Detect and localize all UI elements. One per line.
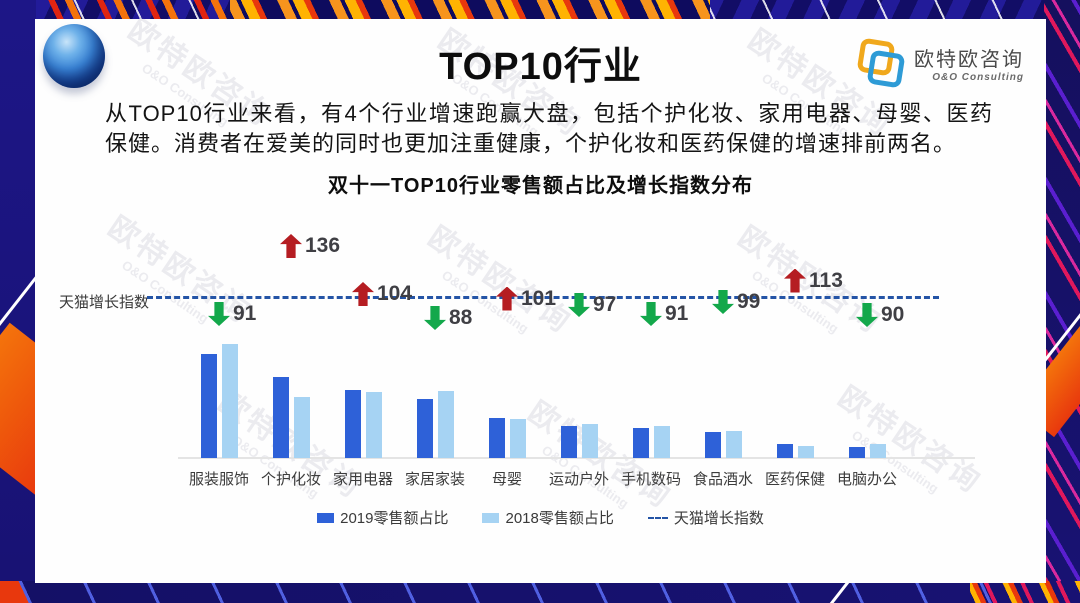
arrow-down-icon [640, 302, 662, 326]
globe-icon [43, 24, 105, 88]
growth-index-value: 90 [881, 303, 905, 326]
bar-2019-食品酒水 [705, 432, 721, 458]
growth-index-value: 91 [665, 301, 689, 325]
bar-2019-运动户外 [561, 425, 577, 458]
growth-index-value: 97 [593, 292, 617, 316]
bar-2018-母婴 [510, 419, 526, 458]
growth-index-value: 101 [521, 286, 557, 310]
category-label: 母婴 [491, 471, 522, 488]
bar-2018-医药保健 [798, 446, 814, 458]
bg-white-line [0, 255, 36, 332]
bar-2018-手机数码 [654, 425, 670, 458]
slide-card: 欧特欧咨询 O&O Consulting 欧特欧咨询 O&O Consulting … [35, 13, 1046, 583]
watermark: 欧特欧咨询 O&O Consulting [422, 220, 578, 340]
category-label: 服装服饰 [188, 471, 249, 488]
category-label: 个护化妆 [260, 471, 321, 488]
category-label: 电脑办公 [836, 471, 897, 488]
bar-2019-家居家装 [417, 399, 433, 458]
growth-index-value: 104 [377, 282, 413, 305]
logo-square-blue [866, 49, 906, 89]
overlapping-squares-logo-icon [856, 37, 906, 89]
chart-legend: 2019零售额占比 2018零售额占比 天猫增长指数 [35, 507, 1046, 528]
legend-item-2019: 2019零售额占比 [317, 507, 448, 528]
bg-stripes-top-orange [230, 0, 710, 22]
brand-text: 欧特欧咨询 O&O Consulting [914, 43, 1024, 83]
bg-white-line [819, 581, 860, 603]
bar-2019-家用电器 [345, 389, 361, 458]
growth-index-baseline-dashed-line [147, 296, 939, 299]
watermark: 欧特欧咨询 O&O Consulting [832, 380, 988, 500]
bg-orange-stripe [0, 322, 36, 498]
bar-2018-运动户外 [582, 424, 598, 458]
arrow-up-icon [784, 268, 806, 293]
bar-2018-家用电器 [366, 391, 382, 458]
arrow-down-icon [856, 303, 878, 327]
legend-swatch-2018 [482, 512, 500, 523]
brand-block: 欧特欧咨询 O&O Consulting [856, 37, 1024, 89]
growth-index-value: 88 [449, 306, 473, 329]
legend-label-index: 天猫增长指数 [673, 510, 764, 527]
category-label: 医药保健 [764, 471, 825, 488]
arrow-down-icon [712, 290, 734, 314]
bg-border-left [0, 0, 36, 603]
category-label: 食品酒水 [692, 471, 753, 488]
bar-2019-个护化妆 [273, 376, 289, 458]
legend-label-2019: 2019零售额占比 [340, 510, 449, 527]
category-label: 运动户外 [548, 471, 609, 488]
bar-2018-服装服饰 [222, 344, 238, 458]
brand-name: 欧特欧咨询 [914, 49, 1024, 71]
x-axis-line [178, 457, 975, 459]
bg-border-bottom [0, 581, 1080, 603]
bar-2018-食品酒水 [726, 430, 742, 458]
bar-2019-医药保健 [777, 443, 793, 458]
legend-swatch-2019 [317, 512, 335, 523]
arrow-down-icon [424, 306, 446, 330]
bar-2019-母婴 [489, 417, 505, 458]
arrow-up-icon [280, 234, 302, 258]
page-title: TOP10行业 [439, 46, 642, 88]
bg-stripes-top-left [0, 0, 250, 22]
category-label: 家用电器 [332, 471, 393, 488]
legend-swatch-index-dashed-line [647, 516, 668, 519]
bar-2019-服装服饰 [201, 354, 217, 458]
bar-2019-电脑办公 [849, 447, 865, 458]
arrow-down-icon [208, 302, 230, 326]
growth-index-value: 113 [809, 268, 843, 292]
bar-2018-家居家装 [438, 390, 454, 458]
bg-orange-stripe [0, 581, 42, 603]
bar-2018-电脑办公 [870, 443, 886, 458]
growth-index-value: 136 [305, 234, 341, 257]
legend-item-2018: 2018零售额占比 [482, 507, 614, 528]
legend-label-2018: 2018零售额占比 [505, 510, 614, 527]
growth-index-value: 99 [737, 289, 761, 313]
category-label: 手机数码 [620, 471, 681, 488]
watermark: 欧特欧咨询 O&O Consulting [732, 220, 888, 340]
bar-2019-手机数码 [633, 427, 649, 458]
legend-item-index: 天猫增长指数 [647, 507, 764, 528]
arrow-up-icon [352, 282, 374, 306]
bg-border-right [1044, 0, 1080, 603]
growth-index-value: 91 [233, 301, 257, 325]
brand-subtitle: O&O Consulting [932, 72, 1024, 83]
category-label: 家居家装 [404, 471, 465, 488]
bar-2018-个护化妆 [294, 397, 310, 458]
bg-stripes-bottom-right [970, 581, 1080, 603]
summary-text: 从TOP10行业来看，有4个行业增速跑赢大盘，包括个护化妆、家用电器、母婴、医药… [105, 101, 993, 156]
growth-index-axis-label: 天猫增长指数 [59, 294, 150, 311]
chart-title: 双十一TOP10行业零售额占比及增长指数分布 [328, 175, 753, 197]
